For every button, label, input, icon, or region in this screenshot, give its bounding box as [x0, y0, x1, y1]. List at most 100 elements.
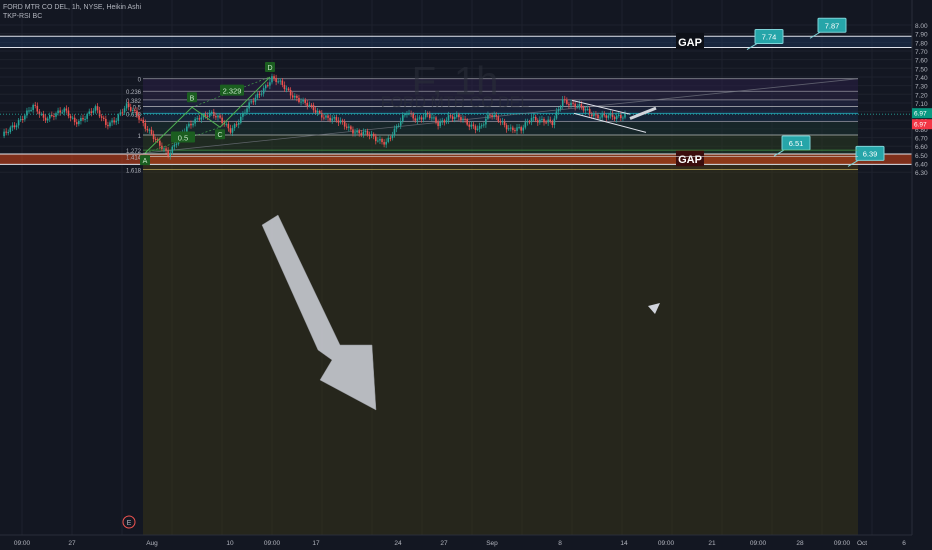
pattern-point-label: A — [143, 158, 148, 165]
candle-body — [105, 118, 107, 125]
candle-body — [240, 116, 242, 123]
candle-body — [480, 125, 483, 127]
candle-body — [318, 111, 321, 113]
candle-body — [132, 109, 134, 111]
candle-body — [607, 115, 610, 118]
candle-body — [360, 133, 363, 135]
candle-body — [40, 114, 43, 116]
x-tick-label: 27 — [68, 540, 76, 547]
price-tag-label: 7.87 — [825, 21, 840, 30]
candle-body — [404, 114, 406, 116]
candle-body — [561, 99, 564, 107]
candle-body — [339, 120, 342, 123]
candle-body — [617, 114, 620, 116]
fib-zone — [143, 106, 858, 114]
candle-body — [227, 123, 230, 129]
fib-level-label: 0 — [138, 78, 142, 84]
candle-body — [109, 122, 111, 127]
candle-body — [391, 135, 394, 138]
candle-body — [113, 120, 115, 123]
candle-body — [495, 114, 498, 117]
y-tick-label: 6.60 — [915, 144, 928, 151]
candle-body — [478, 126, 481, 129]
candle-body — [451, 116, 454, 119]
symbol-title[interactable]: FORD MTR CO DEL, 1h, NYSE, Heikin Ashi — [3, 4, 142, 11]
candle-body — [566, 99, 568, 104]
candle-body — [146, 128, 149, 131]
candle-body — [509, 127, 512, 129]
pattern-point-bg — [187, 92, 197, 103]
candle-body — [453, 116, 456, 119]
chart-header: FORD MTR CO DEL, 1h, NYSE, Heikin Ashi T… — [3, 3, 141, 21]
candle-body — [26, 110, 28, 116]
candle-body — [406, 113, 408, 115]
candle-body — [412, 113, 414, 119]
candle-body — [235, 124, 238, 126]
candle-body — [55, 113, 57, 117]
gap-label-bg — [676, 32, 704, 49]
candle-body — [65, 108, 68, 111]
candle-body — [593, 114, 595, 117]
candle-body — [462, 118, 464, 121]
up-arrow-shaft — [629, 106, 657, 120]
candle-body — [559, 106, 562, 110]
candle-body — [84, 118, 86, 120]
candle-body — [277, 81, 279, 83]
fib-zone — [143, 121, 858, 135]
candle-body — [530, 117, 533, 123]
candle-body — [331, 118, 333, 121]
last-price-tag — [912, 119, 932, 130]
y-tick-label: 6.30 — [915, 170, 928, 177]
candle-body — [144, 122, 147, 129]
candle-body — [169, 152, 172, 157]
fib-level-label: 1.414 — [126, 156, 142, 162]
candle-body — [281, 80, 284, 85]
fib-level-label: 0.236 — [126, 90, 142, 96]
candle-body — [34, 104, 37, 106]
fib-zone — [143, 169, 858, 535]
candle-body — [250, 101, 252, 103]
candle-body — [323, 117, 325, 119]
candle-body — [348, 126, 350, 128]
candle-body — [611, 113, 614, 117]
candle-body — [474, 126, 477, 130]
candle-body — [485, 118, 487, 125]
price-tag-label: 6.51 — [789, 139, 804, 148]
x-tick-label: 09:00 — [14, 540, 31, 547]
candle-body — [252, 101, 255, 103]
pattern-ratio-label: 0.5 — [178, 133, 188, 142]
y-tick-label: 7.60 — [915, 58, 928, 65]
candle-body — [426, 113, 429, 115]
indicator-label[interactable]: TKP-RSI BC — [3, 13, 43, 20]
candle-body — [385, 141, 387, 145]
x-tick-label: 09:00 — [264, 540, 281, 547]
candle-body — [142, 119, 145, 123]
candle-body — [267, 85, 269, 87]
watermark-name: FORD MTR CO DEL — [381, 94, 530, 111]
x-tick-label: 17 — [312, 540, 320, 547]
candle-body — [368, 134, 371, 136]
candle-body — [186, 126, 188, 132]
candle-body — [316, 111, 319, 113]
candle-body — [59, 110, 61, 113]
candle-body — [285, 88, 288, 90]
candle-body — [51, 114, 53, 116]
candle-body — [154, 139, 157, 141]
x-tick-label: Aug — [146, 540, 158, 547]
candle-body — [200, 117, 203, 120]
fib-zone — [143, 134, 858, 151]
fib-level-label: 0.618 — [126, 112, 142, 118]
candle-body — [445, 120, 448, 123]
candle-body — [466, 119, 468, 125]
candle-body — [574, 103, 576, 108]
candle-body — [13, 125, 16, 128]
y-tick-label: 7.30 — [915, 84, 928, 91]
candle-body — [341, 120, 344, 122]
candle-body — [231, 128, 234, 133]
candle-body — [460, 117, 462, 121]
candle-body — [584, 109, 587, 111]
candle-body — [88, 111, 91, 114]
candle-body — [541, 118, 543, 120]
candle-body — [125, 103, 128, 109]
